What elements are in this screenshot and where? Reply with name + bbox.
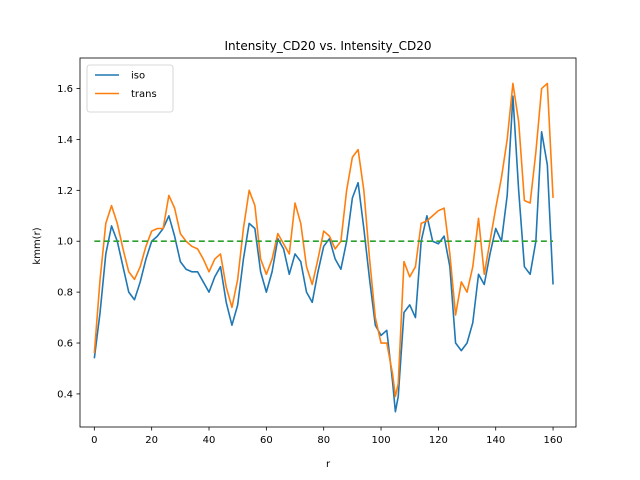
y-tick-label: 1.0 bbox=[57, 237, 73, 248]
y-tick-label: 1.6 bbox=[57, 84, 73, 95]
y-tick-label: 0.8 bbox=[57, 288, 73, 299]
x-tick-label: 100 bbox=[371, 435, 390, 446]
y-tick-label: 1.2 bbox=[57, 186, 73, 197]
legend-label-iso: iso bbox=[131, 71, 145, 82]
y-tick-label: 1.4 bbox=[57, 135, 73, 146]
x-tick-label: 120 bbox=[429, 435, 448, 446]
legend-label-trans: trans bbox=[131, 89, 157, 100]
legend: iso trans bbox=[86, 64, 174, 113]
x-tick-label: 40 bbox=[203, 435, 216, 446]
x-axis: 0 20 40 60 80 100 120 140 160 bbox=[91, 427, 563, 446]
axes-frame bbox=[79, 57, 577, 428]
plot-area bbox=[79, 57, 577, 428]
x-tick-label: 20 bbox=[145, 435, 158, 446]
x-axis-label: r bbox=[326, 459, 331, 470]
x-tick-label: 160 bbox=[544, 435, 563, 446]
y-tick-label: 0.4 bbox=[57, 389, 73, 400]
x-tick-label: 0 bbox=[91, 435, 97, 446]
legend-box bbox=[86, 64, 174, 113]
x-tick-label: 140 bbox=[486, 435, 505, 446]
chart-title: Intensity_CD20 vs. Intensity_CD20 bbox=[224, 39, 431, 53]
y-tick-label: 0.6 bbox=[57, 339, 73, 350]
x-tick-label: 60 bbox=[260, 435, 273, 446]
x-tick-label: 80 bbox=[317, 435, 330, 446]
y-axis-label: kmm(r) bbox=[32, 227, 43, 264]
series-line-trans bbox=[93, 82, 554, 398]
y-axis: 0.4 0.6 0.8 1.0 1.2 1.4 1.6 bbox=[57, 84, 80, 400]
series-line-iso bbox=[93, 95, 554, 413]
